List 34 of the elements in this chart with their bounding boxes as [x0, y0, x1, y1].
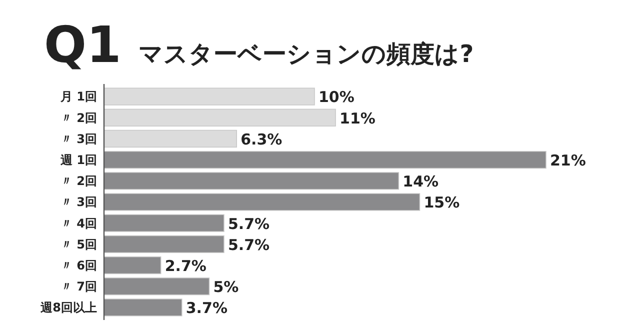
chart-title: Q1 マスターベーションの頻度は?	[44, 16, 474, 74]
bar	[104, 298, 182, 316]
y-tick-label: 〃 4回	[60, 216, 97, 230]
bar	[104, 172, 400, 190]
bar	[104, 193, 420, 211]
y-tick-label: 〃 2回	[60, 110, 97, 125]
y-tick-label: 〃 7回	[60, 280, 97, 294]
y-tick-label: 週8回以上	[40, 300, 97, 315]
data-label: 3.7%	[186, 299, 228, 318]
data-label: 11%	[340, 109, 376, 128]
y-tick-label: 週 1回	[59, 153, 97, 168]
y-tick-label: 月 1回	[59, 90, 97, 104]
data-label: 15%	[424, 194, 460, 212]
bar	[104, 150, 546, 169]
data-label: 5.7%	[228, 236, 270, 254]
data-label: 5.7%	[228, 214, 270, 233]
data-label: 6.3%	[240, 130, 282, 148]
bar	[104, 130, 237, 148]
bar	[104, 214, 224, 232]
y-tick-label: 〃 5回	[60, 237, 97, 252]
y-tick-label: 〃 3回	[60, 132, 97, 146]
data-label: 2.7%	[164, 256, 206, 275]
y-tick-label: 〃 3回	[60, 195, 97, 210]
bar	[104, 235, 224, 254]
data-label: 21%	[550, 152, 586, 170]
data-label: 14%	[402, 172, 439, 191]
bar	[104, 278, 210, 296]
bar	[104, 88, 315, 106]
data-label: 10%	[318, 88, 354, 106]
y-tick-label: 〃 6回	[60, 258, 97, 272]
data-label: 5%	[213, 278, 239, 296]
y-tick-label: 〃 2回	[60, 174, 97, 188]
bar	[104, 256, 162, 274]
bar	[104, 108, 336, 126]
